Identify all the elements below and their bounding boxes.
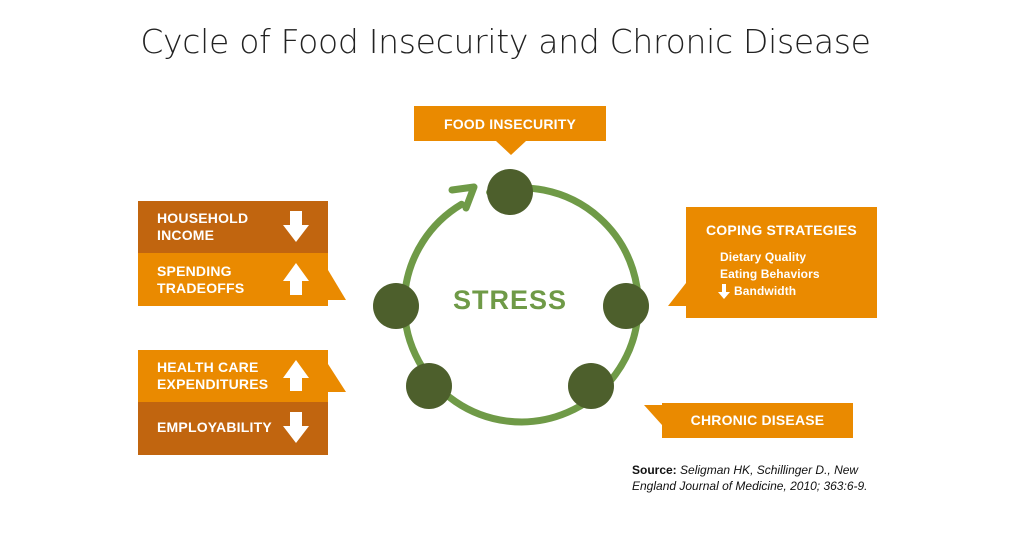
health-care-label: HEALTH CARE EXPENDITURES [157,359,269,392]
diagram-title: Cycle of Food Insecurity and Chronic Dis… [140,22,871,61]
chronic-disease-label: CHRONIC DISEASE [690,412,825,428]
arrow-down-icon [283,211,309,242]
employability-label: EMPLOYABILITY [157,419,272,435]
source-line1: Seligman HK, Schillinger D., New [680,463,859,477]
coping-item-eating-behaviors: Eating Behaviors [720,267,820,281]
food-insecurity-label: FOOD INSECURITY [443,116,577,132]
stress-label: STRESS [452,285,568,315]
arrow-down-icon [283,412,309,443]
food-insecurity-box [414,106,606,155]
cycle-node-right [603,283,649,329]
coping-item-dietary-quality: Dietary Quality [720,250,807,264]
source-line2: England Journal of Medicine, 2010; 363:6… [632,479,868,493]
cycle-node-top [487,169,533,215]
arrow-up-icon [283,263,309,295]
coping-strategies-box [668,207,877,318]
household-income-label: HOUSEHOLD INCOME [157,210,249,243]
source-citation: Source: Seligman HK, Schillinger D., New… [632,462,892,494]
arrow-up-icon [283,360,309,391]
spending-tradeoffs-label: SPENDING TRADEOFFS [157,263,245,296]
coping-strategies-title: COPING STRATEGIES [706,222,857,238]
chronic-disease-box [644,403,853,438]
cycle-node-left [373,283,419,329]
cycle-node-bottom-right [568,363,614,409]
cycle-node-bottom-left [406,363,452,409]
arrow-down-icon [718,284,730,299]
coping-item-bandwidth: Bandwidth [734,284,797,298]
source-label: Source: [632,463,677,477]
cycle-arrowhead [448,183,478,212]
